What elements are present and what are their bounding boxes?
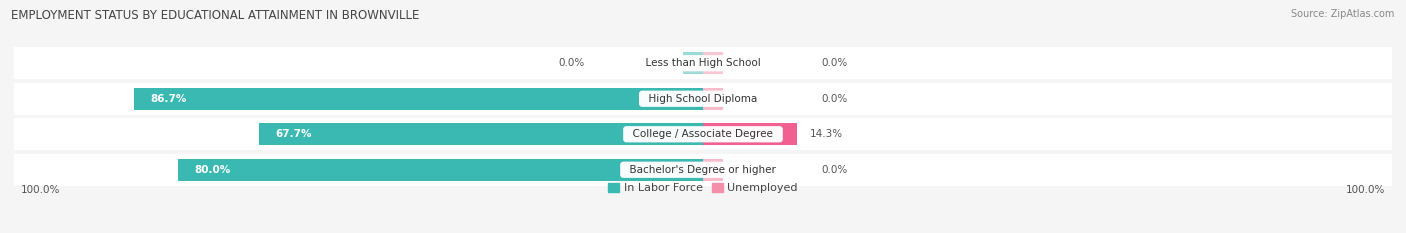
Text: Less than High School: Less than High School xyxy=(638,58,768,68)
Bar xyxy=(134,88,703,110)
Bar xyxy=(703,88,723,110)
Text: 0.0%: 0.0% xyxy=(821,94,848,104)
Text: 100.0%: 100.0% xyxy=(21,185,60,195)
Legend: In Labor Force, Unemployed: In Labor Force, Unemployed xyxy=(603,178,803,197)
Bar xyxy=(14,83,1392,115)
Text: 86.7%: 86.7% xyxy=(150,94,187,104)
Bar xyxy=(14,154,1392,186)
Bar xyxy=(703,52,723,74)
Bar xyxy=(179,159,703,181)
Text: 0.0%: 0.0% xyxy=(558,58,585,68)
Bar xyxy=(14,118,1392,150)
Bar xyxy=(14,47,1392,79)
Text: High School Diploma: High School Diploma xyxy=(643,94,763,104)
Text: Source: ZipAtlas.com: Source: ZipAtlas.com xyxy=(1291,9,1395,19)
Text: 14.3%: 14.3% xyxy=(810,129,844,139)
Text: 100.0%: 100.0% xyxy=(1346,185,1385,195)
Text: Bachelor's Degree or higher: Bachelor's Degree or higher xyxy=(623,165,783,175)
Bar xyxy=(259,123,703,145)
Text: 67.7%: 67.7% xyxy=(276,129,312,139)
Bar xyxy=(703,159,723,181)
Text: 0.0%: 0.0% xyxy=(821,58,848,68)
Text: EMPLOYMENT STATUS BY EDUCATIONAL ATTAINMENT IN BROWNVILLE: EMPLOYMENT STATUS BY EDUCATIONAL ATTAINM… xyxy=(11,9,419,22)
Text: 0.0%: 0.0% xyxy=(821,165,848,175)
Bar xyxy=(703,123,797,145)
Text: 80.0%: 80.0% xyxy=(194,165,231,175)
Bar xyxy=(683,52,703,74)
Text: College / Associate Degree: College / Associate Degree xyxy=(626,129,780,139)
